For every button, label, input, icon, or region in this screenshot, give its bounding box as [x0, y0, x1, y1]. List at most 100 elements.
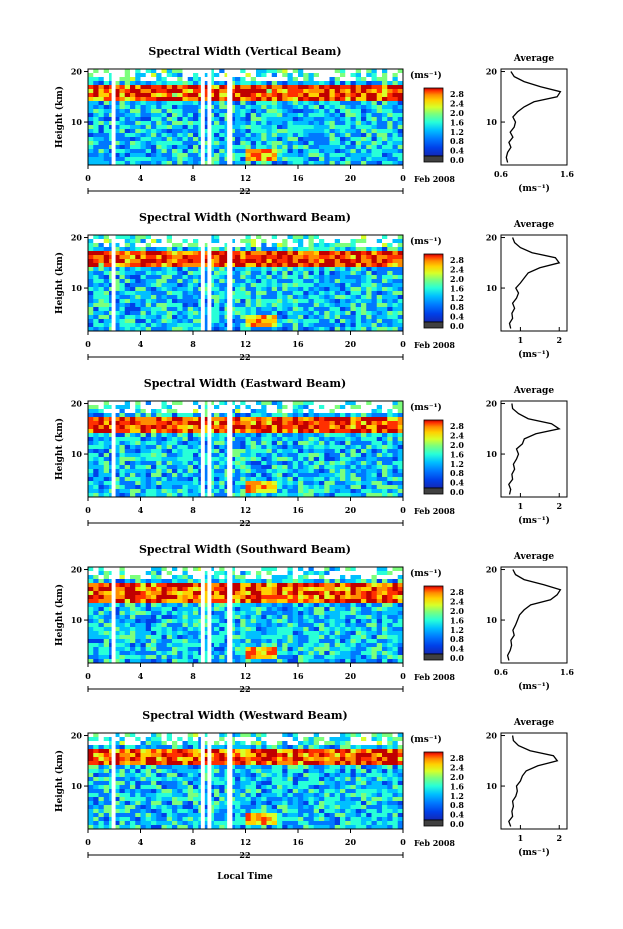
- heatmap-cells: [88, 401, 404, 498]
- avg-x-tick-label: 1.6: [560, 169, 574, 179]
- y-tick-label: 10: [71, 283, 83, 293]
- colorbar-tick-label: 0.0: [450, 819, 464, 829]
- x-tick-label: 20: [345, 173, 357, 183]
- avg-x-tick-label: 1: [518, 833, 524, 843]
- y-axis-label: Height (km): [54, 584, 65, 646]
- colorbar-tick-label: 2.4: [450, 264, 464, 274]
- y-axis-label: Height (km): [54, 418, 65, 480]
- data-gap: [227, 235, 233, 331]
- x-tick-label: 0: [400, 671, 406, 681]
- colorbar-tick-label: 2.4: [450, 596, 464, 606]
- average-frame: [500, 566, 568, 664]
- colorbar-unit-label: (ms⁻¹): [410, 236, 442, 247]
- colorbar-unit-label: (ms⁻¹): [410, 402, 442, 413]
- colorbar-tick-label: 0.0: [450, 321, 464, 331]
- colorbar-unit-label: (ms⁻¹): [410, 568, 442, 579]
- avg-y-tick-label: 10: [486, 781, 498, 791]
- y-tick-label: 20: [71, 565, 83, 575]
- avg-y-tick-label: 10: [486, 117, 498, 127]
- colorbar-tick-label: 1.2: [450, 459, 464, 469]
- x-tick-label: 16: [292, 837, 304, 847]
- average-profile-line: [508, 403, 561, 495]
- panel-title: Spectral Width (Vertical Beam): [148, 45, 341, 58]
- panel-title: Spectral Width (Eastward Beam): [144, 377, 346, 390]
- data-gap: [207, 69, 212, 165]
- colorbar: [423, 87, 444, 157]
- x-tick-label: 4: [138, 671, 144, 681]
- x-tick-label: 16: [292, 173, 304, 183]
- date-label: Feb 2008: [414, 174, 455, 184]
- avg-x-axis-label: (ms⁻¹): [518, 847, 550, 858]
- panel-title: Spectral Width (Southward Beam): [139, 543, 351, 556]
- data-gap: [200, 733, 205, 829]
- x-tick-label: 12: [240, 339, 251, 349]
- avg-x-tick-label: 0.6: [494, 169, 508, 179]
- y-tick-label: 10: [71, 781, 83, 791]
- x-axis-label: Local Time: [217, 872, 273, 882]
- avg-x-tick-label: 1: [518, 335, 524, 345]
- x-tick-label: 0: [400, 837, 406, 847]
- colorbar-tick-label: 2.8: [450, 89, 464, 99]
- data-gap: [207, 567, 212, 663]
- day-label: 22: [239, 850, 250, 860]
- panel-title: Spectral Width (Northward Beam): [139, 211, 351, 224]
- x-tick-label: 4: [138, 173, 144, 183]
- colorbar-tick-label: 1.2: [450, 293, 464, 303]
- average-title: Average: [513, 552, 554, 562]
- colorbar-tick-label: 0.8: [450, 302, 464, 312]
- colorbar: [423, 585, 444, 655]
- colorbar-tick-label: 2.8: [450, 255, 464, 265]
- data-gap: [200, 567, 205, 663]
- y-tick-label: 20: [71, 399, 83, 409]
- average-frame: [500, 732, 568, 830]
- y-tick-label: 10: [71, 449, 83, 459]
- day-label: 22: [239, 352, 250, 362]
- y-axis-label: Height (km): [54, 750, 65, 812]
- date-label: Feb 2008: [414, 838, 455, 848]
- heatmap-cells: [88, 69, 404, 166]
- data-gap: [227, 733, 233, 829]
- colorbar-tick-label: 2.0: [450, 606, 464, 616]
- panel-title: Spectral Width (Westward Beam): [142, 709, 347, 722]
- colorbar-tick-label: 0.8: [450, 136, 464, 146]
- avg-x-tick-label: 1: [518, 501, 524, 511]
- colorbar-tick-label: 0.8: [450, 468, 464, 478]
- x-tick-label: 12: [240, 671, 251, 681]
- average-title: Average: [513, 54, 554, 64]
- average-profile-line: [508, 735, 559, 827]
- x-tick-label: 16: [292, 671, 304, 681]
- data-gap: [200, 235, 205, 331]
- x-tick-label: 20: [345, 671, 357, 681]
- data-gap: [207, 401, 212, 497]
- data-gap: [111, 69, 116, 165]
- x-tick-label: 0: [85, 837, 91, 847]
- x-tick-label: 4: [138, 837, 144, 847]
- y-axis-label: Height (km): [54, 86, 65, 148]
- colorbar-tick-label: 1.6: [450, 449, 464, 459]
- heatmap-cells: [88, 567, 404, 664]
- avg-y-tick-label: 20: [486, 731, 498, 741]
- colorbar-tick-label: 2.4: [450, 98, 464, 108]
- x-tick-label: 20: [345, 505, 357, 515]
- x-tick-label: 8: [190, 339, 196, 349]
- panel-3: Spectral Width (Eastward Beam) Height (km…: [54, 377, 568, 528]
- y-tick-label: 10: [71, 615, 83, 625]
- average-title: Average: [513, 220, 554, 230]
- colorbar: [423, 419, 444, 489]
- avg-x-axis-label: (ms⁻¹): [518, 349, 550, 360]
- x-tick-label: 8: [190, 837, 196, 847]
- avg-x-tick-label: 2: [556, 833, 562, 843]
- avg-y-tick-label: 20: [486, 399, 498, 409]
- y-tick-label: 20: [71, 67, 83, 77]
- panel-5: Spectral Width (Westward Beam) Height (km…: [54, 709, 568, 860]
- avg-x-axis-label: (ms⁻¹): [518, 515, 550, 526]
- data-gap: [207, 733, 212, 829]
- day-label: 22: [239, 684, 250, 694]
- avg-y-tick-label: 20: [486, 67, 498, 77]
- avg-y-tick-label: 20: [486, 565, 498, 575]
- x-tick-label: 16: [292, 339, 304, 349]
- colorbar-tick-label: 2.8: [450, 753, 464, 763]
- colorbar-tick-label: 2.4: [450, 430, 464, 440]
- colorbar-tick-label: 1.6: [450, 781, 464, 791]
